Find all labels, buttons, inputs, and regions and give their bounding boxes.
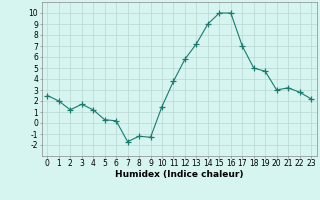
X-axis label: Humidex (Indice chaleur): Humidex (Indice chaleur) xyxy=(115,170,244,179)
